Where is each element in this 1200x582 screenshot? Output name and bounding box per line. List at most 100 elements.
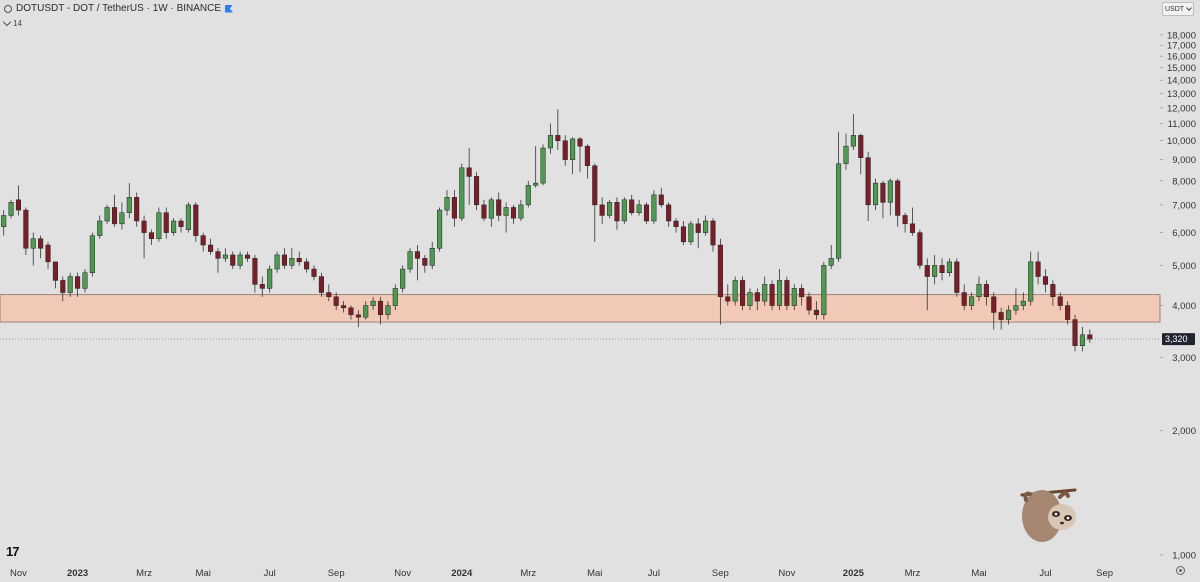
candle[interactable] bbox=[311, 265, 317, 281]
candle[interactable] bbox=[89, 232, 95, 277]
candle[interactable] bbox=[873, 178, 879, 211]
candle[interactable] bbox=[400, 265, 406, 293]
candle[interactable] bbox=[392, 284, 398, 311]
candle[interactable] bbox=[540, 144, 546, 186]
candle[interactable] bbox=[503, 202, 509, 233]
candle[interactable] bbox=[880, 180, 886, 219]
candle[interactable] bbox=[791, 284, 797, 311]
candle[interactable] bbox=[570, 137, 576, 175]
candle[interactable] bbox=[429, 241, 435, 270]
candle[interactable] bbox=[887, 178, 893, 216]
candle[interactable] bbox=[348, 305, 354, 320]
candle[interactable] bbox=[799, 284, 805, 306]
candle[interactable] bbox=[584, 144, 590, 179]
candle[interactable] bbox=[717, 238, 723, 325]
candle[interactable] bbox=[141, 215, 147, 259]
candle[interactable] bbox=[592, 163, 598, 242]
candle[interactable] bbox=[267, 265, 273, 293]
candle[interactable] bbox=[8, 199, 14, 219]
candle[interactable] bbox=[1072, 314, 1078, 352]
candle[interactable] bbox=[171, 218, 177, 236]
candle[interactable] bbox=[695, 218, 701, 249]
candle[interactable] bbox=[407, 248, 413, 273]
candle[interactable] bbox=[895, 178, 901, 227]
candle[interactable] bbox=[614, 197, 620, 230]
candle[interactable] bbox=[703, 215, 709, 236]
candle[interactable] bbox=[333, 292, 339, 311]
candle[interactable] bbox=[562, 135, 568, 166]
candle[interactable] bbox=[725, 284, 731, 306]
candle[interactable] bbox=[991, 292, 997, 330]
candle[interactable] bbox=[385, 301, 391, 320]
candle[interactable] bbox=[1, 210, 7, 236]
candle[interactable] bbox=[673, 218, 679, 233]
candle[interactable] bbox=[318, 272, 324, 297]
candle[interactable] bbox=[23, 207, 29, 255]
candle[interactable] bbox=[939, 258, 945, 281]
candle[interactable] bbox=[577, 137, 583, 173]
candle[interactable] bbox=[813, 301, 819, 320]
candle[interactable] bbox=[30, 232, 36, 266]
candle[interactable] bbox=[370, 296, 376, 311]
candle[interactable] bbox=[119, 202, 125, 230]
candle[interactable] bbox=[769, 280, 775, 311]
candle[interactable] bbox=[289, 248, 295, 270]
candle[interactable] bbox=[178, 218, 184, 233]
candle[interactable] bbox=[252, 254, 258, 293]
candle[interactable] bbox=[858, 133, 864, 175]
candle[interactable] bbox=[510, 204, 517, 224]
candle[interactable] bbox=[902, 212, 908, 233]
candle[interactable] bbox=[437, 207, 443, 252]
candle[interactable] bbox=[82, 269, 88, 293]
candle[interactable] bbox=[636, 199, 642, 216]
candle[interactable] bbox=[688, 220, 694, 246]
candle[interactable] bbox=[1065, 301, 1071, 325]
candle[interactable] bbox=[355, 310, 361, 328]
candle[interactable] bbox=[843, 133, 849, 170]
candle[interactable] bbox=[821, 261, 827, 320]
candle[interactable] bbox=[148, 229, 155, 246]
candle[interactable] bbox=[1042, 269, 1049, 293]
candle[interactable] bbox=[555, 109, 561, 150]
candle[interactable] bbox=[274, 251, 280, 273]
candle[interactable] bbox=[961, 284, 967, 311]
candle[interactable] bbox=[599, 197, 605, 224]
candle[interactable] bbox=[828, 245, 834, 270]
currency-button[interactable]: USDT bbox=[1162, 2, 1194, 16]
candle[interactable] bbox=[643, 202, 650, 224]
candle[interactable] bbox=[444, 190, 450, 216]
candle[interactable] bbox=[163, 207, 169, 239]
candle[interactable] bbox=[666, 202, 672, 227]
candle[interactable] bbox=[363, 301, 369, 320]
candle[interactable] bbox=[15, 185, 22, 216]
candle[interactable] bbox=[784, 276, 790, 311]
flag-icon[interactable] bbox=[225, 4, 234, 13]
candle[interactable] bbox=[1028, 251, 1034, 306]
candle[interactable] bbox=[924, 258, 930, 311]
candle[interactable] bbox=[651, 190, 657, 224]
candle[interactable] bbox=[156, 207, 162, 242]
candle[interactable] bbox=[230, 251, 236, 270]
candle[interactable] bbox=[1020, 292, 1026, 311]
candle[interactable] bbox=[976, 276, 982, 302]
candle[interactable] bbox=[547, 123, 553, 154]
candle[interactable] bbox=[909, 207, 916, 236]
candle[interactable] bbox=[1079, 327, 1085, 352]
candle[interactable] bbox=[680, 220, 686, 246]
candle[interactable] bbox=[111, 194, 118, 227]
candle[interactable] bbox=[222, 248, 228, 262]
candle[interactable] bbox=[1035, 251, 1041, 285]
settings-icon[interactable] bbox=[1176, 566, 1185, 575]
candle[interactable] bbox=[850, 113, 856, 150]
candle[interactable] bbox=[481, 199, 487, 221]
candle[interactable] bbox=[237, 251, 243, 270]
candle[interactable] bbox=[629, 194, 635, 216]
candle[interactable] bbox=[326, 284, 332, 302]
candle[interactable] bbox=[658, 187, 664, 208]
candle[interactable] bbox=[983, 280, 989, 306]
candle[interactable] bbox=[451, 190, 457, 227]
candle[interactable] bbox=[134, 192, 140, 227]
candle[interactable] bbox=[607, 199, 613, 219]
candle[interactable] bbox=[45, 241, 51, 270]
